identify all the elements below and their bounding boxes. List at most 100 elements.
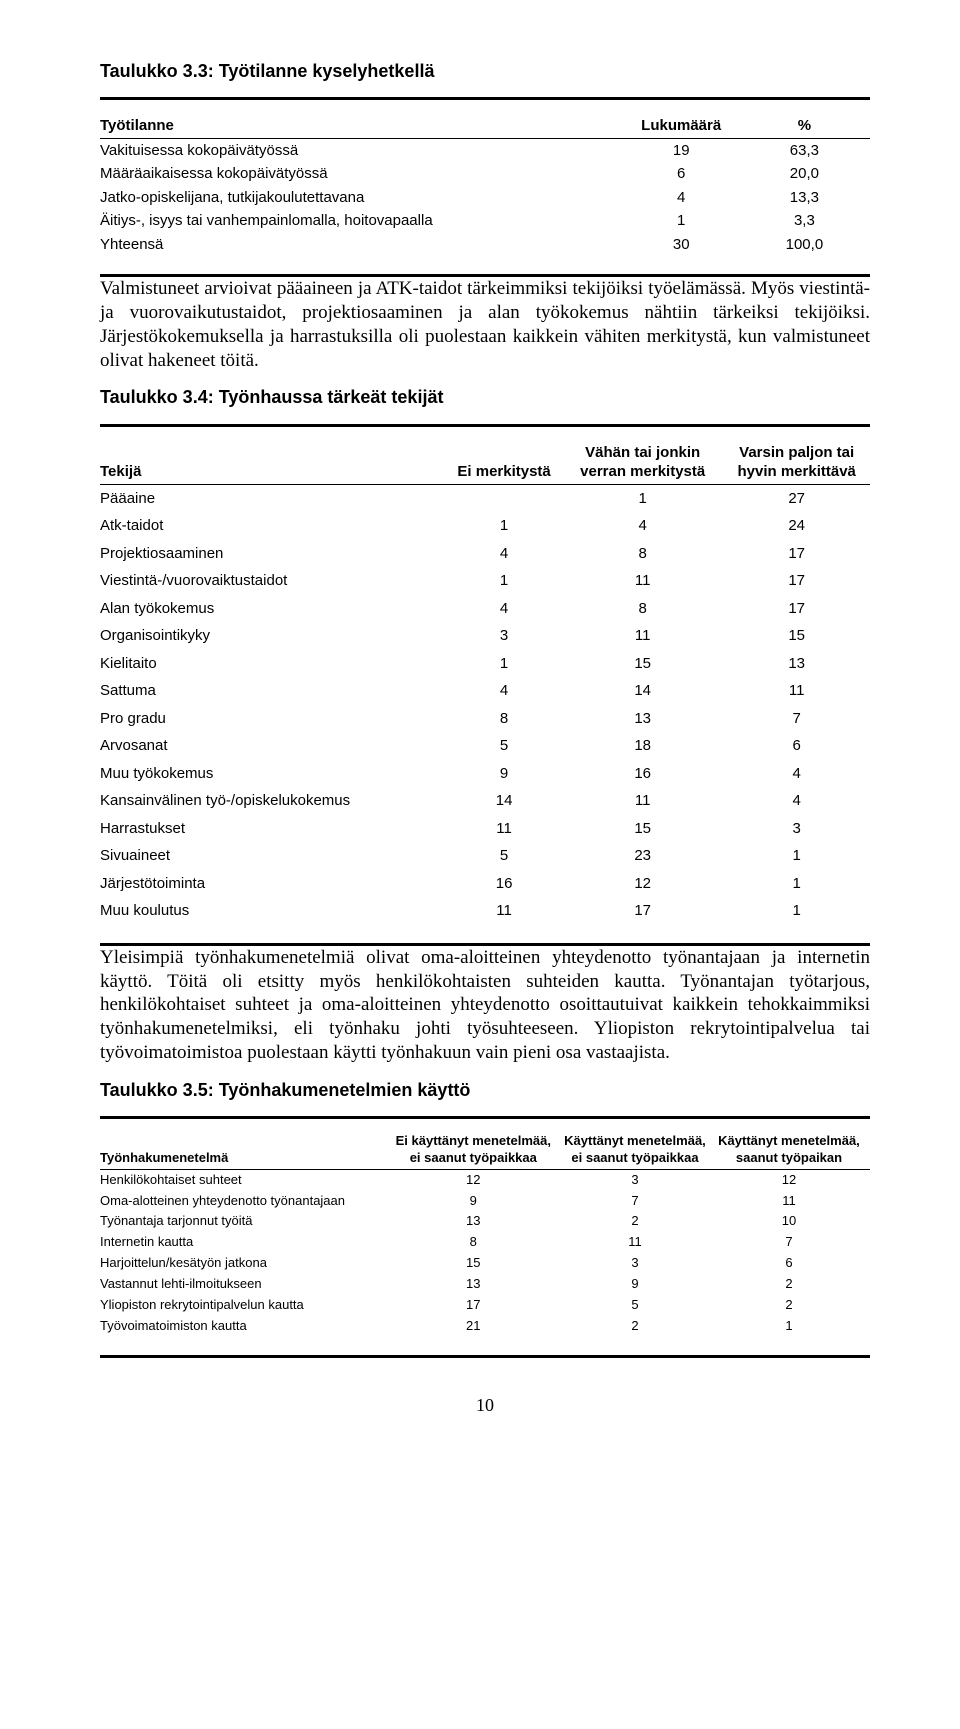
table-cell: 18: [562, 732, 731, 760]
table-cell: 13: [393, 1211, 562, 1232]
table-cell: 7: [716, 1232, 870, 1253]
table-cell: 1: [454, 567, 562, 595]
table-cell: Muu työkokemus: [100, 760, 454, 788]
table-cell: 4: [454, 677, 562, 705]
table-row: Äitiys-, isyys tai vanhempainlomalla, ho…: [100, 209, 870, 233]
table-cell: 7: [562, 1191, 716, 1212]
table-cell: 11: [562, 567, 731, 595]
table-cell: 16: [562, 760, 731, 788]
table-cell: 4: [562, 512, 731, 540]
table-row: Yliopiston rekrytointipalvelun kautta175…: [100, 1295, 870, 1316]
table-cell: Kielitaito: [100, 650, 454, 678]
table-row: Oma-alotteinen yhteydenotto työnantajaan…: [100, 1191, 870, 1212]
table-cell: Oma-alotteinen yhteydenotto työnantajaan: [100, 1191, 393, 1212]
table-row: Työvoimatoimiston kautta2121: [100, 1316, 870, 1337]
table-cell: 8: [562, 540, 731, 568]
table-cell: Harjoittelun/kesätyön jatkona: [100, 1253, 393, 1274]
table-cell: 21: [393, 1316, 562, 1337]
table-row: Harrastukset11153: [100, 815, 870, 843]
table-cell: Alan työkokemus: [100, 595, 454, 623]
table-row: Arvosanat5186: [100, 732, 870, 760]
table-cell: 12: [562, 870, 731, 898]
table-cell: 2: [716, 1295, 870, 1316]
table-cell: Henkilökohtaiset suhteet: [100, 1169, 393, 1190]
table-cell: Työnantaja tarjonnut työitä: [100, 1211, 393, 1232]
table-cell: Vastannut lehti-ilmoitukseen: [100, 1274, 393, 1295]
table-cell: 27: [731, 484, 870, 512]
table-cell: Sivuaineet: [100, 842, 454, 870]
table2-h1: Ei merkitystä: [454, 441, 562, 485]
page-number: 10: [100, 1394, 870, 1417]
table-cell: 14: [454, 787, 562, 815]
table-cell: 1: [454, 650, 562, 678]
table1-h0: Työtilanne: [100, 114, 624, 138]
table-cell: 12: [393, 1169, 562, 1190]
table2-h2: Vähän tai jonkin verran merkitystä: [562, 441, 731, 485]
table-cell: 1: [624, 209, 747, 233]
table-cell: 5: [562, 1295, 716, 1316]
table-cell: Yhteensä: [100, 233, 624, 257]
table-cell: 6: [716, 1253, 870, 1274]
table-cell: 12: [716, 1169, 870, 1190]
table-cell: 63,3: [747, 138, 870, 162]
table-cell: Sattuma: [100, 677, 454, 705]
table-cell: Työvoimatoimiston kautta: [100, 1316, 393, 1337]
table3-h3: Käyttänyt menetelmää, saanut työpaikan: [716, 1131, 870, 1169]
table-row: Kansainvälinen työ-/opiskelukokemus14114: [100, 787, 870, 815]
table-cell: 9: [393, 1191, 562, 1212]
table-cell: 1: [562, 484, 731, 512]
table-row: Alan työkokemus4817: [100, 595, 870, 623]
table-cell: 19: [624, 138, 747, 162]
table-cell: 17: [731, 540, 870, 568]
table3-title: Taulukko 3.5: Työnhakumenetelmien käyttö: [100, 1079, 870, 1102]
table-cell: 11: [454, 815, 562, 843]
table-cell: 8: [454, 705, 562, 733]
table-row: Pro gradu8137: [100, 705, 870, 733]
table-cell: [454, 484, 562, 512]
table-cell: 3,3: [747, 209, 870, 233]
table-cell: 8: [393, 1232, 562, 1253]
table2: Tekijä Ei merkitystä Vähän tai jonkin ve…: [100, 427, 870, 925]
table-cell: Arvosanat: [100, 732, 454, 760]
table-cell: 17: [562, 897, 731, 925]
table3-h1: Ei käyttänyt menetelmää, ei saanut työpa…: [393, 1131, 562, 1169]
table-cell: 14: [562, 677, 731, 705]
table-cell: 5: [454, 842, 562, 870]
table-cell: 13: [562, 705, 731, 733]
table-cell: Kansainvälinen työ-/opiskelukokemus: [100, 787, 454, 815]
table-cell: 11: [454, 897, 562, 925]
table-cell: 2: [716, 1274, 870, 1295]
table-cell: 9: [562, 1274, 716, 1295]
table-cell: 11: [562, 622, 731, 650]
table-cell: 9: [454, 760, 562, 788]
table-cell: 24: [731, 512, 870, 540]
table-cell: Viestintä-/vuorovaiktustaidot: [100, 567, 454, 595]
table-cell: Harrastukset: [100, 815, 454, 843]
table-row: Viestintä-/vuorovaiktustaidot11117: [100, 567, 870, 595]
paragraph-1: Valmistuneet arvioivat pääaineen ja ATK-…: [100, 277, 870, 372]
table-row: Organisointikyky31115: [100, 622, 870, 650]
table-row: Yhteensä30100,0: [100, 233, 870, 257]
table-cell: 11: [562, 1232, 716, 1253]
table-cell: Atk-taidot: [100, 512, 454, 540]
table1-h1: Lukumäärä: [624, 114, 747, 138]
table-row: Vastannut lehti-ilmoitukseen1392: [100, 1274, 870, 1295]
table-row: Työnantaja tarjonnut työitä13210: [100, 1211, 870, 1232]
table-cell: 4: [454, 595, 562, 623]
table2-h3: Varsin paljon tai hyvin merkittävä: [731, 441, 870, 485]
table-cell: 4: [731, 760, 870, 788]
table-row: Pääaine127: [100, 484, 870, 512]
table-cell: Vakituisessa kokopäivätyössä: [100, 138, 624, 162]
table-cell: Internetin kautta: [100, 1232, 393, 1253]
table-cell: 15: [562, 650, 731, 678]
table-cell: Muu koulutus: [100, 897, 454, 925]
table1-h2: %: [747, 114, 870, 138]
table-cell: 4: [624, 186, 747, 210]
table-cell: 1: [731, 897, 870, 925]
table-cell: 100,0: [747, 233, 870, 257]
table-row: Atk-taidot1424: [100, 512, 870, 540]
table-cell: 30: [624, 233, 747, 257]
table-row: Sivuaineet5231: [100, 842, 870, 870]
table-cell: 13,3: [747, 186, 870, 210]
table-cell: Järjestötoiminta: [100, 870, 454, 898]
